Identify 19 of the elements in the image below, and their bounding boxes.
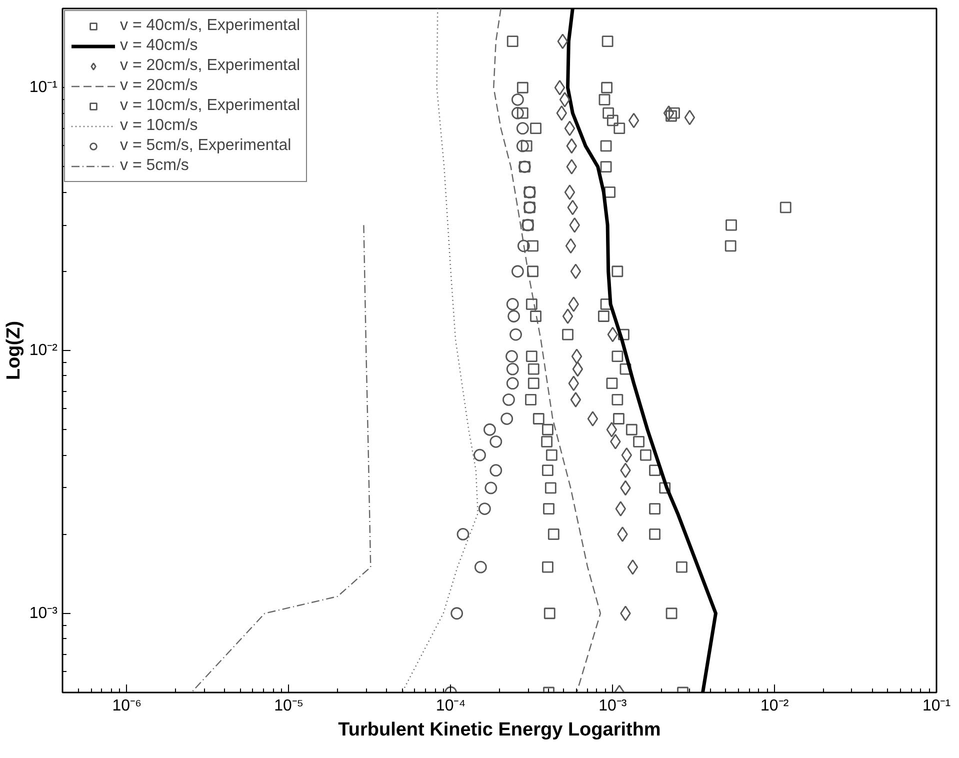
legend-label: v = 5cm/s, Experimental [120,137,292,155]
x-tick-label: 10⁻⁶ [112,698,142,714]
legend-label: v = 10cm/s, Experimental [120,97,300,115]
y-tick-label: 10⁻¹ [29,79,58,96]
legend-label: v = 20cm/s [120,77,198,95]
y-tick-label: 10⁻² [29,342,58,359]
x-tick-label: 10⁻⁴ [436,698,466,714]
legend-label: v = 20cm/s, Experimental [120,57,300,75]
legend-label: v = 10cm/s [120,117,198,135]
x-axis-title: Turbulent Kinetic Energy Logarithm [338,720,661,740]
y-tick-label: 10⁻³ [29,604,58,622]
x-tick-label: 10⁻¹ [922,698,951,714]
legend-label: v = 5cm/s [120,157,189,175]
x-tick-label: 10⁻² [760,698,790,714]
y-axis-title: Log(Z) [3,320,24,380]
x-tick-label: 10⁻³ [598,698,628,714]
legend-label: v = 40cm/s [120,37,198,55]
legend-label: v = 40cm/s, Experimental [120,17,300,35]
x-tick-label: 10⁻⁵ [274,698,304,714]
